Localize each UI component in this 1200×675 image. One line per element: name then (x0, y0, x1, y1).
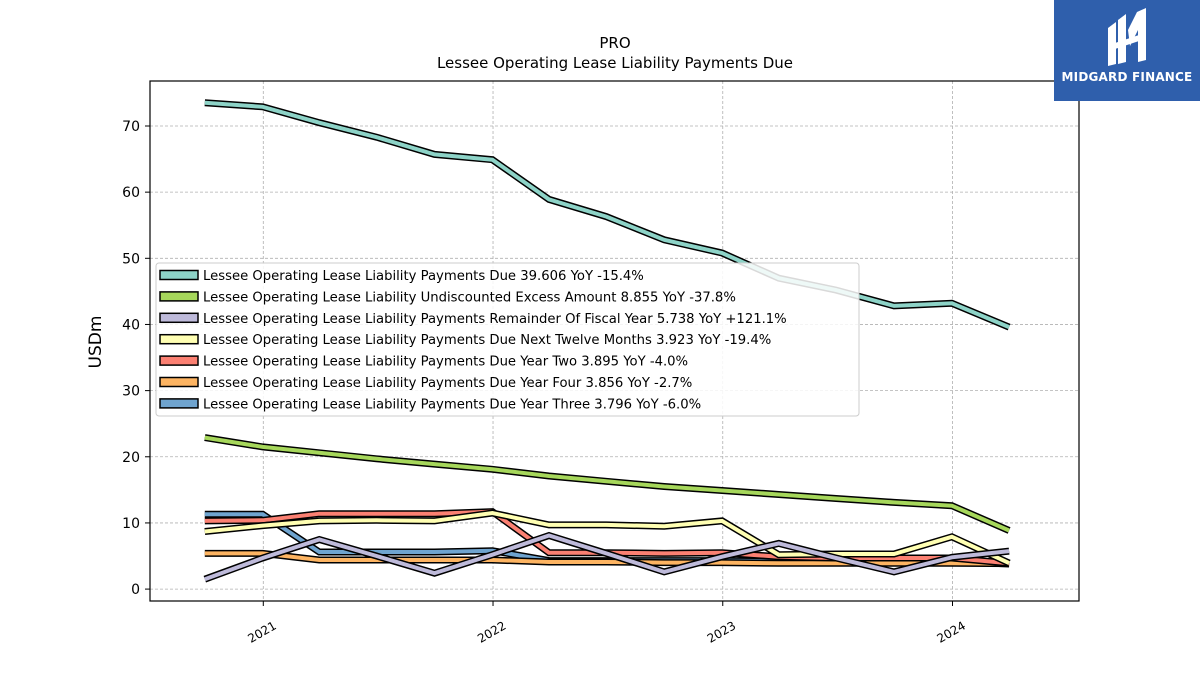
y-tick-label: 50 (122, 251, 140, 267)
series-line-0 (204, 99, 1011, 331)
series-stroke (204, 510, 1010, 565)
midgard-m-logo-icon (1108, 8, 1146, 66)
legend: Lessee Operating Lease Liability Payment… (155, 262, 860, 417)
legend-entry-0: Lessee Operating Lease Liability Payment… (203, 269, 644, 284)
series-lines (203, 99, 1011, 583)
legend-entry-4: Lessee Operating Lease Liability Payment… (203, 355, 688, 370)
y-tick-label: 40 (122, 317, 140, 333)
legend-swatch-4 (159, 355, 199, 366)
plot-frame (149, 80, 1080, 602)
series-stroke (204, 435, 1010, 533)
x-tick-label: 2023 (705, 618, 738, 645)
y-tick-label: 0 (131, 582, 140, 598)
y-tick-label: 60 (122, 185, 140, 201)
x-tick-label: 2022 (475, 618, 508, 645)
series-stroke (204, 551, 1010, 566)
y-tick-label: 30 (122, 384, 140, 400)
legend-swatch-2 (159, 312, 199, 324)
y-tick-label: 70 (122, 119, 140, 135)
series-line-5 (204, 549, 1010, 568)
y-tick-label: 20 (122, 450, 140, 466)
legend-swatch-3 (159, 333, 199, 345)
series-line-3 (204, 509, 1011, 567)
midgard-finance-logo: MIDGARD FINANCE (1054, 0, 1200, 101)
chart-subtitle: Lessee Operating Lease Liability Payment… (437, 54, 793, 72)
series-line-2 (203, 531, 1010, 583)
legend-entry-3: Lessee Operating Lease Liability Payment… (203, 333, 771, 348)
x-tick-label: 2021 (245, 618, 278, 645)
legend-entry-2: Lessee Operating Lease Liability Payment… (203, 312, 787, 327)
y-axis-label: USDm (86, 316, 106, 369)
legend-entry-5: Lessee Operating Lease Liability Payment… (203, 376, 692, 391)
x-tick-label: 2024 (935, 618, 968, 645)
logo-text: MIDGARD FINANCE (1061, 70, 1193, 84)
y-tick-label: 10 (122, 516, 140, 532)
series-stroke (204, 533, 1010, 582)
legend-entry-1: Lessee Operating Lease Liability Undisco… (203, 290, 736, 305)
legend-box (155, 262, 860, 417)
legend-swatch-6 (159, 398, 199, 409)
legend-swatch-5 (159, 376, 199, 388)
chart-title: PRO (599, 34, 630, 52)
legend-swatch-1 (159, 291, 199, 302)
series-line-1 (204, 434, 1011, 534)
legend-swatch-0 (159, 269, 199, 281)
series-stroke (204, 100, 1010, 329)
legend-entry-6: Lessee Operating Lease Liability Payment… (203, 397, 701, 412)
